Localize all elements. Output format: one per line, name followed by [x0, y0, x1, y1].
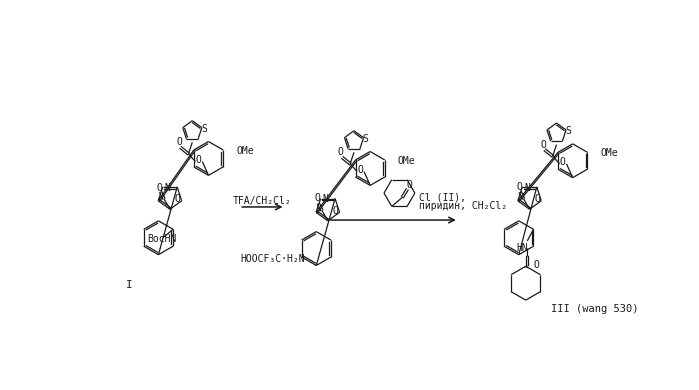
- Text: HOOCF₃C·H₂N: HOOCF₃C·H₂N: [241, 254, 305, 264]
- Text: O: O: [407, 180, 412, 190]
- Text: O: O: [175, 194, 181, 204]
- Text: O: O: [560, 157, 565, 167]
- Text: O: O: [533, 261, 540, 271]
- Text: BocHN: BocHN: [147, 234, 176, 244]
- Text: O: O: [535, 194, 540, 204]
- Text: O: O: [176, 137, 182, 147]
- Text: OMe: OMe: [600, 148, 618, 158]
- Text: O: O: [157, 183, 162, 193]
- Text: N: N: [322, 194, 328, 204]
- Text: OMe: OMe: [236, 146, 254, 156]
- Text: TFA/CH₂Cl₂: TFA/CH₂Cl₂: [233, 196, 291, 206]
- Text: III (wang 530): III (wang 530): [551, 303, 639, 314]
- Text: O: O: [357, 165, 363, 175]
- Text: S: S: [565, 126, 571, 136]
- Text: O: O: [315, 193, 321, 204]
- Text: S: S: [201, 124, 207, 134]
- Text: HN: HN: [517, 243, 528, 253]
- Text: O: O: [338, 147, 344, 157]
- Text: O: O: [333, 206, 338, 216]
- Text: O: O: [196, 155, 201, 165]
- Text: O: O: [540, 140, 547, 150]
- Text: Cl (II),: Cl (II),: [419, 192, 466, 202]
- Text: N: N: [524, 183, 530, 193]
- Text: N: N: [164, 183, 171, 193]
- Text: OMe: OMe: [398, 156, 415, 166]
- Text: S: S: [363, 134, 368, 144]
- Text: I: I: [126, 280, 133, 291]
- Text: пиридин, CH₂Cl₂: пиридин, CH₂Cl₂: [419, 202, 507, 211]
- Text: O: O: [517, 182, 522, 192]
